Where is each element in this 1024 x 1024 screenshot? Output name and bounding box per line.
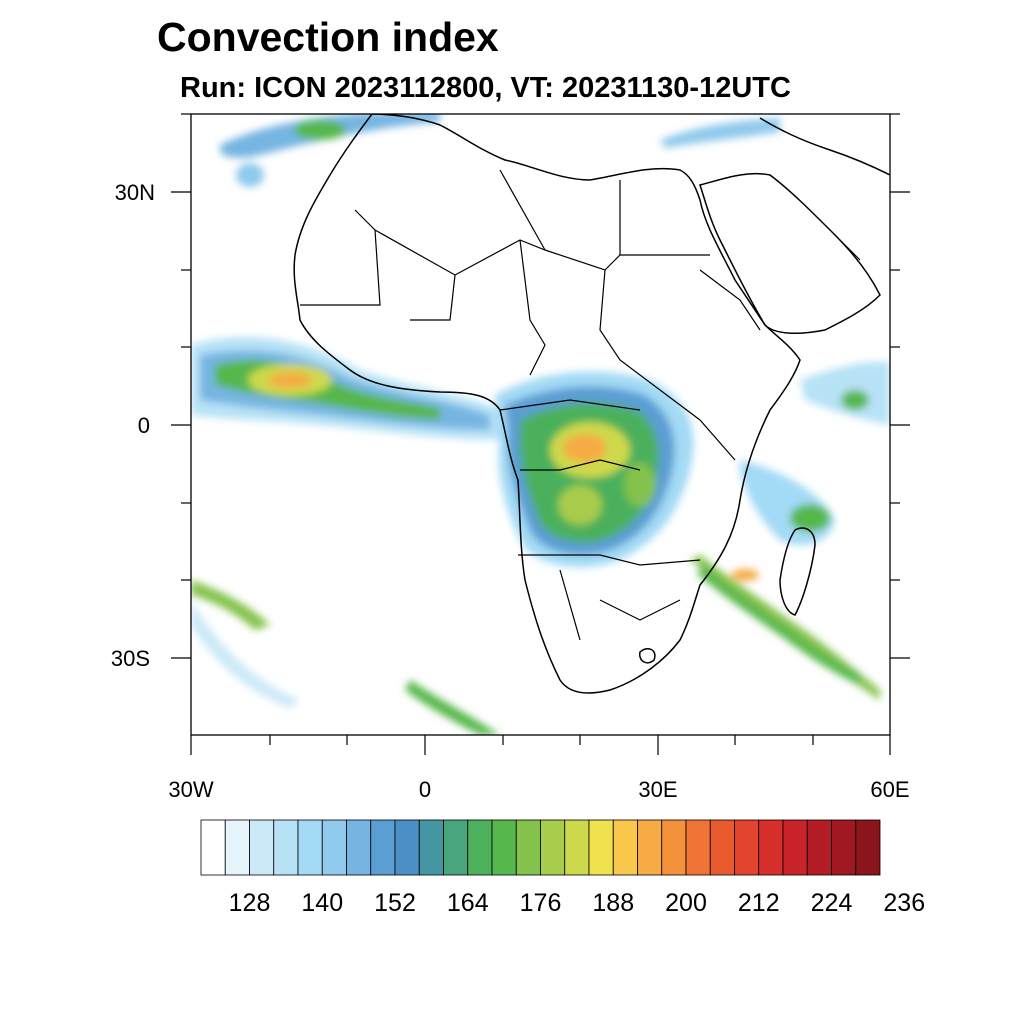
lon-label-0: 0 (419, 777, 431, 802)
run-subtitle: Run: ICON 2023112800, VT: 20231130-12UTC (180, 72, 791, 104)
colorbar-swatch (588, 819, 614, 876)
colorbar-tick-label: 176 (520, 889, 562, 917)
colorbar-swatch (297, 819, 323, 876)
colorbar (200, 819, 881, 876)
colorbar-tick-label: 152 (374, 889, 416, 917)
colorbar-swatch (661, 819, 687, 876)
colorbar-swatch (564, 819, 590, 876)
coastlines (293, 114, 890, 694)
colorbar-swatch (806, 819, 832, 876)
colorbar-swatch (443, 819, 469, 876)
convection-field (191, 114, 890, 735)
colorbar-swatch (540, 819, 566, 876)
lon-ticks (190, 735, 891, 755)
colorbar-swatch (224, 819, 250, 876)
colorbar-tick-label: 128 (229, 889, 271, 917)
colorbar-swatch (346, 819, 372, 876)
colorbar-tick-label: 188 (592, 889, 634, 917)
colorbar-swatch (394, 819, 420, 876)
colorbar-swatch (685, 819, 711, 876)
colorbar-swatch (515, 819, 541, 876)
colorbar-swatch (467, 819, 493, 876)
colorbar-tick-label: 164 (447, 889, 489, 917)
lat-label-30n: 30N (115, 180, 155, 205)
colorbar-tick-label: 212 (738, 889, 780, 917)
lon-label-30e: 30E (638, 777, 677, 802)
colorbar-swatch (758, 819, 784, 876)
page-title: Convection index (157, 14, 499, 60)
colorbar-swatch (612, 819, 638, 876)
colorbar-swatch (249, 819, 275, 876)
lat-label-0: 0 (138, 413, 150, 438)
colorbar-labels: 128 140 152 164 176 188 200 212 224 236 (229, 889, 925, 917)
lon-label-30w: 30W (168, 777, 213, 802)
colorbar-swatch (273, 819, 299, 876)
colorbar-tick-label: 224 (811, 889, 853, 917)
lat-ticks (171, 113, 910, 659)
colorbar-tick-label: 236 (883, 889, 925, 917)
colorbar-swatch (370, 819, 396, 876)
borders (300, 169, 861, 641)
colorbar-swatch (855, 819, 881, 876)
colorbar-swatch (734, 819, 760, 876)
colorbar-swatch (782, 819, 808, 876)
colorbar-tick-label: 200 (665, 889, 707, 917)
colorbar-swatch (637, 819, 663, 876)
lon-label-60e: 60E (870, 777, 909, 802)
colorbar-tick-label: 140 (301, 889, 343, 917)
colorbar-swatch (831, 819, 857, 876)
colorbar-swatch (200, 819, 226, 876)
colorbar-swatch (321, 819, 347, 876)
colorbar-swatch (709, 819, 735, 876)
lat-label-30s: 30S (111, 646, 150, 671)
colorbar-swatch (418, 819, 444, 876)
colorbar-swatch (491, 819, 517, 876)
